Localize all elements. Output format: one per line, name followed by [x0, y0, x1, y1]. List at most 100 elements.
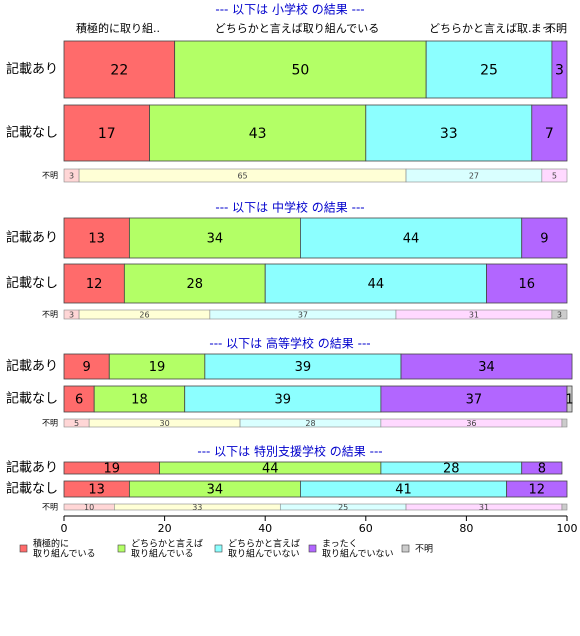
row-label: 記載なし	[6, 275, 58, 291]
x-tick-label: 100	[557, 522, 578, 535]
na-data-label: 3	[557, 311, 562, 320]
na-data-label: 25	[338, 503, 348, 512]
bar-segment	[108, 353, 206, 380]
panel-title: --- 以下は 小学校 の結果 ---	[215, 2, 364, 17]
data-label: 8	[538, 462, 546, 477]
na-bar-segment	[561, 503, 568, 511]
data-label: 9	[82, 360, 90, 375]
row-label: 不明	[42, 419, 58, 428]
bar-segment	[486, 263, 568, 304]
na-data-label: 3	[69, 172, 74, 181]
row-label: 不明	[42, 310, 58, 319]
legend-swatch	[401, 544, 410, 553]
bar-segment	[174, 40, 427, 99]
data-label: 7	[545, 126, 554, 142]
row-label: 記載なし	[6, 125, 58, 141]
data-label: 12	[86, 277, 103, 292]
data-label: 28	[443, 462, 460, 477]
data-label: 34	[207, 232, 224, 247]
na-data-label: 26	[139, 311, 149, 320]
x-tick-label: 40	[258, 522, 272, 535]
header-label: 不明	[545, 22, 567, 35]
data-label: 34	[207, 483, 224, 498]
na-data-label: 31	[469, 311, 479, 320]
data-label: 19	[104, 462, 121, 477]
na-data-label: 31	[479, 503, 489, 512]
row-label: 記載あり	[6, 230, 58, 246]
na-data-label: 27	[469, 172, 479, 181]
data-label: 19	[149, 360, 166, 375]
data-label: 13	[88, 483, 105, 498]
na-data-label: 30	[160, 419, 170, 428]
legend-swatch	[308, 544, 317, 553]
header-label: まっ..	[531, 22, 560, 35]
data-label: 1	[565, 393, 573, 408]
bar-segment	[300, 217, 523, 259]
data-label: 44	[262, 462, 279, 477]
na-data-label: 10	[84, 503, 94, 512]
bar-segment	[521, 461, 563, 475]
data-label: 44	[403, 232, 420, 247]
data-label: 17	[98, 126, 116, 142]
data-label: 39	[295, 360, 312, 375]
data-label: 13	[88, 232, 105, 247]
legend-label: 積極的に	[33, 538, 69, 550]
bar-segment	[521, 217, 568, 259]
data-label: 18	[131, 393, 148, 408]
na-data-label: 5	[74, 419, 79, 428]
x-tick-label: 20	[158, 522, 172, 535]
na-data-label: 3	[69, 311, 74, 320]
row-label: 記載あり	[6, 358, 58, 374]
legend-label: どちらかと言えば	[131, 538, 203, 550]
bar-segment	[365, 104, 533, 162]
row-label: 記載あり	[6, 61, 58, 77]
legend-label: 不明	[415, 544, 433, 555]
legend-swatch	[214, 544, 223, 553]
data-label: 25	[480, 63, 498, 79]
data-label: 44	[368, 277, 385, 292]
bar-segment	[63, 104, 150, 162]
na-data-label: 5	[552, 172, 557, 181]
data-label: 28	[187, 277, 204, 292]
legend-swatch	[117, 544, 126, 553]
data-label: 33	[440, 126, 458, 142]
bar-segment	[63, 263, 125, 304]
na-bar-segment	[541, 168, 568, 183]
bar-segment	[551, 40, 568, 99]
na-data-label: 33	[192, 503, 202, 512]
na-data-label: 37	[298, 311, 308, 320]
row-label: 不明	[42, 503, 58, 512]
data-label: 9	[540, 232, 548, 247]
header-label: どちらかと言えば取..	[429, 22, 535, 35]
na-data-label: 28	[305, 419, 315, 428]
legend-label: 取り組んでいない	[322, 548, 394, 560]
bar-segment	[380, 385, 568, 413]
legend-label: どちらかと言えば	[228, 538, 300, 550]
data-label: 34	[478, 360, 495, 375]
data-label: 3	[555, 63, 564, 79]
na-data-label: 36	[466, 419, 476, 428]
data-label: 6	[75, 393, 83, 408]
na-bar-segment	[561, 418, 568, 428]
bar-segment	[531, 104, 568, 162]
x-tick-label: 80	[459, 522, 473, 535]
panel-title: --- 以下は 高等学校 の結果 ---	[209, 336, 370, 351]
bar-segment	[566, 385, 573, 413]
legend-label: 取り組んでいない	[228, 548, 300, 560]
bar-segment	[93, 385, 186, 413]
data-label: 12	[529, 483, 546, 498]
data-label: 22	[110, 63, 128, 79]
row-label: 不明	[42, 171, 58, 180]
data-label: 41	[395, 483, 412, 498]
bar-segment	[149, 104, 367, 162]
data-label: 39	[275, 393, 292, 408]
row-label: 記載あり	[6, 460, 58, 476]
data-label: 37	[466, 393, 483, 408]
bar-segment	[128, 217, 301, 259]
bar-segment	[264, 263, 487, 304]
legend-label: まったく	[322, 539, 358, 550]
row-label: 記載なし	[6, 481, 58, 497]
header-label: 積極的に取り組..	[76, 21, 160, 35]
data-label: 50	[291, 63, 309, 79]
